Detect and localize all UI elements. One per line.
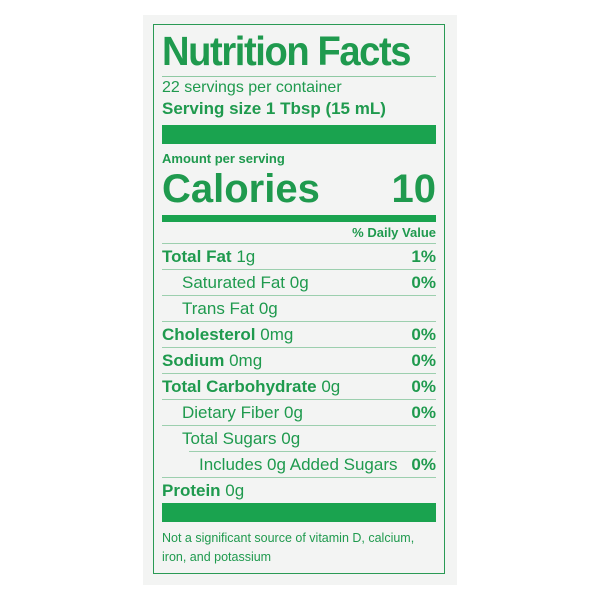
nutrient-amount: 0mg [260, 325, 294, 344]
nutrient-row: Dietary Fiber 0g 0% [162, 399, 436, 426]
nutrient-name: Total Carbohydrate [162, 377, 317, 396]
daily-value-header: % Daily Value [352, 225, 436, 240]
nutrient-name: Includes 0g Added Sugars [199, 455, 398, 474]
nutrient-daily-value: 0% [411, 273, 436, 292]
nutrient-row: Total Fat 1g 1% [162, 243, 436, 270]
nutrition-facts-label: Nutrition Facts 22 servings per containe… [153, 24, 445, 574]
nutrient-daily-value: 0% [411, 403, 436, 422]
footnote: Not a significant source of vitamin D, c… [162, 531, 415, 564]
nutrient-row: Cholesterol 0mg 0% [162, 321, 436, 348]
label-background [143, 15, 457, 585]
nutrient-row: Total Sugars 0g [162, 425, 436, 452]
nutrient-daily-value: 0% [411, 351, 436, 370]
nutrient-name: Dietary Fiber [182, 403, 280, 422]
calories-label: Calories [162, 167, 320, 211]
nutrient-daily-value: 0% [411, 377, 436, 396]
nutrient-row: Trans Fat 0g [162, 295, 436, 322]
nutrient-amount: 0g [258, 299, 278, 318]
nutrient-name: Total Sugars [182, 429, 277, 448]
divider [162, 76, 436, 77]
nutrient-row: Sodium 0mg 0% [162, 347, 436, 374]
nutrient-amount: 0mg [229, 351, 263, 370]
nutrient-name: Saturated Fat [182, 273, 286, 292]
nutrient-row: Saturated Fat 0g 0% [162, 269, 436, 296]
nutrient-daily-value: 1% [411, 247, 436, 266]
amount-per-serving: Amount per serving [162, 151, 285, 166]
calories-row: Calories 10 [162, 165, 436, 213]
nutrient-amount: 0g [281, 429, 301, 448]
nutrient-row: Includes 0g Added Sugars 0% [189, 451, 436, 478]
thick-divider [162, 125, 436, 144]
nutrient-row: Protein 0g [162, 477, 436, 504]
nutrient-amount: 1g [236, 247, 256, 266]
nutrient-row: Total Carbohydrate 0g 0% [162, 373, 436, 400]
nutrient-amount: 0g [289, 273, 309, 292]
nutrient-amount: 0g [225, 481, 245, 500]
serving-size: Serving size 1 Tbsp (15 mL) [162, 99, 386, 118]
nutrient-name: Trans Fat [182, 299, 255, 318]
nutrient-daily-value: 0% [411, 455, 436, 474]
thick-divider [162, 503, 436, 522]
nutrient-daily-value: 0% [411, 325, 436, 344]
servings-per-container: 22 servings per container [162, 79, 342, 96]
nutrient-name: Protein [162, 481, 221, 500]
nutrient-amount: 0g [321, 377, 341, 396]
label-title: Nutrition Facts [162, 28, 412, 74]
nutrient-amount: 0g [284, 403, 303, 422]
medium-divider [162, 215, 436, 222]
nutrient-name: Total Fat [162, 247, 232, 266]
calories-value: 10 [391, 167, 437, 211]
nutrient-name: Sodium [162, 351, 225, 370]
nutrient-name: Cholesterol [162, 325, 256, 344]
